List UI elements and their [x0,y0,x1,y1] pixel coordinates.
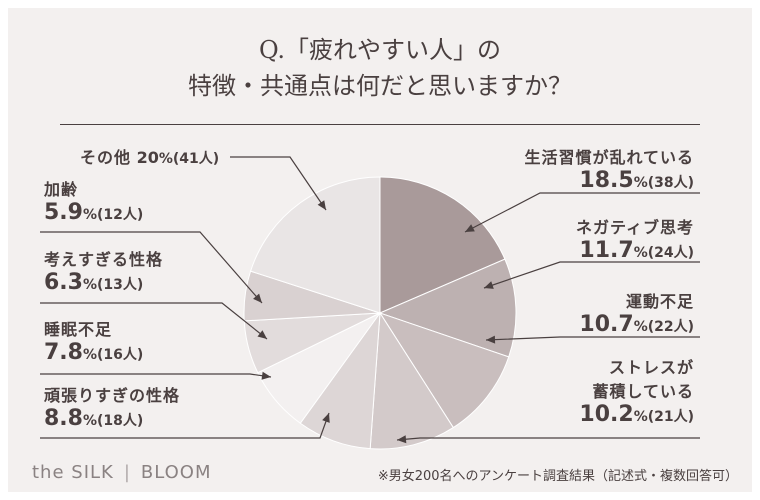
leader-line-s6 [40,302,268,340]
title-divider [60,124,700,125]
label-s6-pct: 6.3 [44,270,83,295]
leader-line-s5 [40,373,272,378]
pct-unit: % [82,413,98,429]
label-s6: 考えすぎる性格 6.3%(13人) [44,246,163,295]
label-s2-name: 運動不足 [625,292,694,311]
label-s7: 加齢 5.9%(12人) [44,176,143,225]
label-s5-count: (16人) [97,347,144,363]
pct-unit: % [633,245,648,261]
pct-unit: % [82,207,98,223]
label-s2-pct: 10.7 [579,312,634,337]
label-s1-pct: 11.7 [579,238,634,263]
label-s1: ネガティブ思考 11.7%(24人) [576,214,694,263]
brand-logo: the SILK | BLOOM [32,462,212,483]
pie-slice-8 [249,176,381,314]
label-s3-count: (21人) [647,409,694,425]
pct-unit: % [158,151,173,167]
label-s3-pct: 10.2 [579,402,634,427]
label-s8-pct: 20 [136,148,159,167]
label-s3-name-b: 蓄積している [592,382,694,401]
pct-unit: % [633,409,648,425]
leader-line-s0 [464,192,700,233]
label-s2-count: (22人) [647,319,694,335]
brand-left: the SILK [32,462,114,483]
label-s5-name: 睡眠不足 [44,320,113,339]
label-s4: 頑張りすぎの性格 8.8%(18人) [44,382,180,431]
leader-arrowhead-5 [261,371,271,380]
leader-line-s7 [40,231,263,304]
leader-arrowhead-0 [465,224,475,232]
label-s7-count: (12人) [97,207,144,223]
leader-line-s3 [396,437,700,441]
chart-title-line2: 特徴・共通点は何だと思いますか？ [188,72,572,100]
label-s0-pct: 18.5 [579,168,634,193]
brand-separator: | [123,462,131,483]
label-s8-name: その他 [80,148,132,167]
leader-line-s1 [483,261,700,289]
label-s2: 運動不足 10.7%(22人) [579,288,694,337]
leader-arrowhead-6 [257,330,267,339]
leader-arrowhead-8 [317,200,326,210]
label-s4-name: 頑張りすぎの性格 [44,386,181,405]
leader-arrowhead-1 [484,281,494,289]
leader-arrowhead-2 [486,335,496,344]
survey-note: ※男女200名へのアンケート調査結果（記述式・複数回答可） [377,469,738,484]
leader-arrowhead-3 [397,435,407,444]
brand-right: BLOOM [140,462,212,483]
pie-slice-1 [378,258,517,358]
label-s8-count: (41人) [172,151,220,167]
label-s7-pct: 5.9 [44,200,83,225]
label-s1-name: ネガティブ思考 [575,218,694,237]
pie-slice-3 [369,311,454,450]
leader-arrowhead-7 [253,293,262,303]
leader-line-s2 [485,336,700,341]
label-s6-name: 考えすぎる性格 [44,250,164,269]
pie-slice-0 [379,176,506,314]
label-s4-count: (18人) [97,413,144,429]
pct-unit: % [82,277,98,293]
label-s8: その他 20%(41人) [80,144,219,168]
label-s0: 生活習慣が乱れている 18.5%(38人) [524,144,694,193]
pct-unit: % [82,347,98,363]
leader-arrowhead-4 [322,413,330,423]
label-s3-name-a: ストレスが [608,358,694,377]
label-s1-count: (24人) [647,245,694,261]
chart-title-line1: Q.「疲れやすい人」の [258,36,502,64]
label-s7-name: 加齢 [44,180,79,199]
label-s0-name: 生活習慣が乱れている [524,148,694,167]
pct-unit: % [633,319,648,335]
label-s5-pct: 7.8 [44,340,83,365]
label-s0-count: (38人) [647,175,694,191]
leader-line-s8 [230,156,327,211]
label-s3: ストレスが 蓄積している 10.2%(21人) [579,354,694,427]
label-s5: 睡眠不足 7.8%(16人) [44,316,143,365]
pie-slice-2 [378,312,510,429]
pct-unit: % [633,175,648,191]
label-s4-pct: 8.8 [44,406,83,431]
label-s6-count: (13人) [97,277,144,293]
